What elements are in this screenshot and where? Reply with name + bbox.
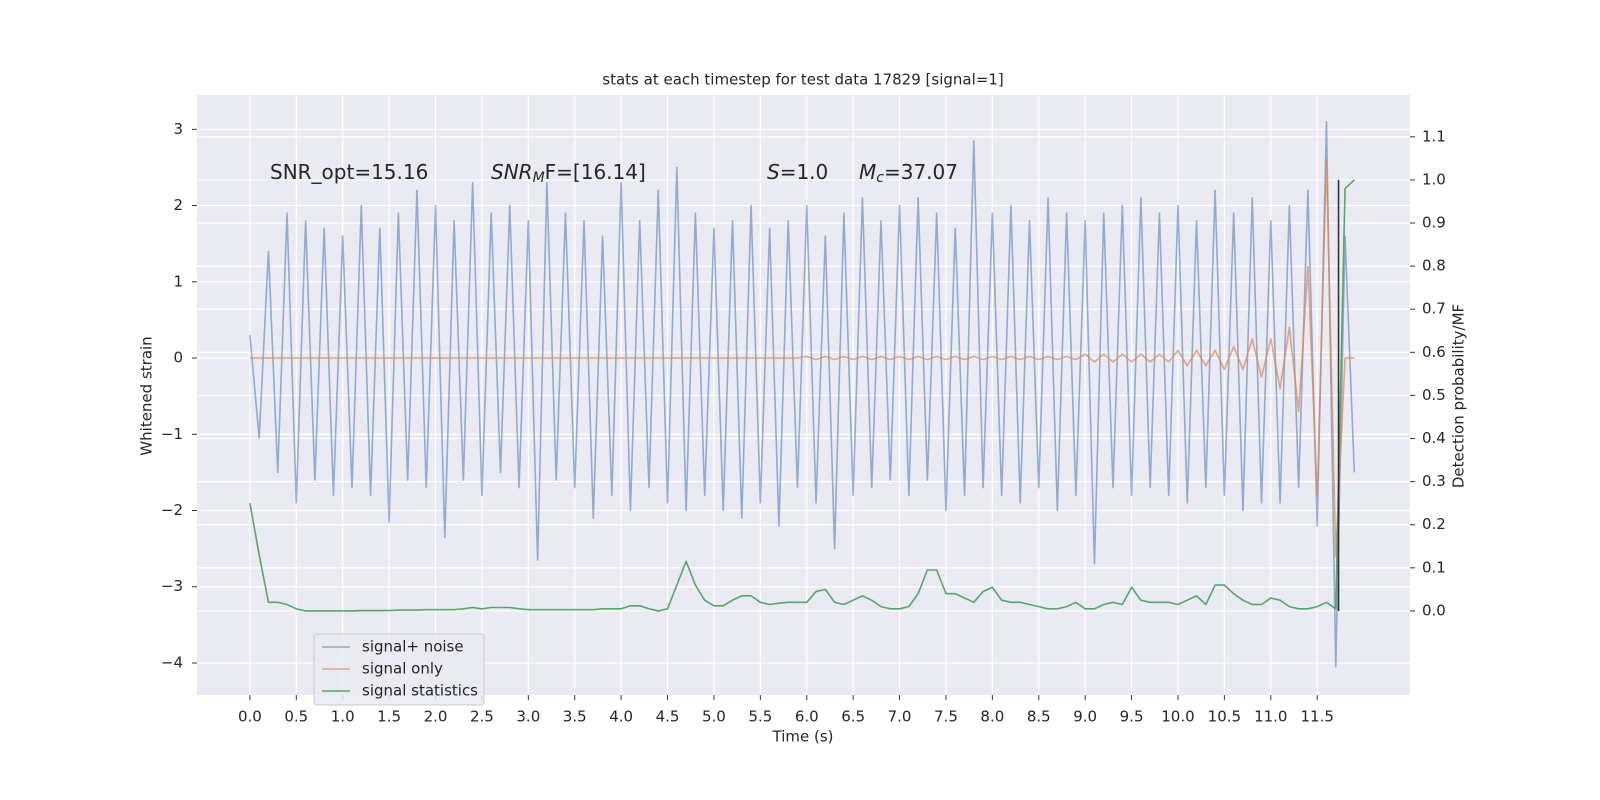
y-tick-label: 2	[173, 196, 183, 214]
annotation: SNRMF=[16.14]	[491, 160, 646, 187]
annotation-part: SNR_opt=15.16	[270, 160, 428, 184]
x-tick-label: 10.0	[1161, 708, 1194, 726]
annotation-part: M	[533, 170, 545, 186]
annotation-part: c	[876, 170, 884, 186]
legend-label: signal statistics	[362, 682, 478, 700]
series-line	[249, 159, 1355, 558]
y2-tick-label: 0.1	[1422, 558, 1446, 576]
x-tick-label: 5.5	[748, 708, 772, 726]
annotation-part: F=[16.14]	[545, 160, 646, 184]
y2-tick-label: 0.7	[1422, 300, 1446, 318]
annotation: SNR_opt=15.16	[270, 160, 428, 184]
x-tick-label: 7.5	[934, 708, 958, 726]
x-tick-label: 10.5	[1208, 708, 1241, 726]
legend-label: signal only	[362, 660, 443, 678]
x-axis-label: Time (s)	[772, 728, 834, 746]
y2-tick-label: 1.1	[1422, 127, 1446, 145]
series-line	[249, 120, 1356, 668]
y2-tick-label: 0.3	[1422, 472, 1446, 490]
x-tick-label: 3.5	[563, 708, 587, 726]
y-tick-label: −4	[161, 653, 183, 671]
y-tick-label: 3	[173, 120, 183, 138]
y-tick-label: −1	[161, 425, 183, 443]
y2-tick-label: 0.6	[1422, 343, 1446, 361]
x-tick-label: 1.0	[331, 708, 355, 726]
x-tick-label: 9.0	[1073, 708, 1097, 726]
legend-label: signal+ noise	[362, 638, 464, 656]
legend-box	[313, 633, 485, 706]
annotation-part: =37.07	[884, 160, 958, 184]
y2-tick-label: 0.2	[1422, 515, 1446, 533]
y-axis-label: Whitened strain	[138, 336, 156, 455]
chart-title: stats at each timestep for test data 178…	[602, 71, 1003, 89]
x-tick-label: 5.0	[702, 708, 726, 726]
y2-tick-label: 0.5	[1422, 386, 1446, 404]
y-tick-label: 0	[173, 349, 183, 367]
x-tick-label: 1.5	[377, 708, 401, 726]
series-line	[249, 179, 1355, 612]
y2-tick-label: 1.0	[1422, 170, 1446, 188]
x-tick-label: 8.5	[1027, 708, 1051, 726]
annotation: S=1.0	[767, 160, 828, 184]
y-tick-label: 1	[173, 272, 183, 290]
x-tick-label: 6.5	[841, 708, 865, 726]
annotation-part: =1.0	[780, 160, 829, 184]
x-tick-label: 11.5	[1300, 708, 1333, 726]
annotation-part: SNR	[491, 160, 533, 184]
y2-tick-label: 0.8	[1422, 257, 1446, 275]
y2-tick-label: 0.4	[1422, 429, 1446, 447]
x-tick-label: 4.0	[609, 708, 633, 726]
x-tick-label: 2.5	[470, 708, 494, 726]
x-tick-label: 8.0	[980, 708, 1004, 726]
y2-tick-label: 0.0	[1422, 601, 1446, 619]
y2-axis-label: Detection probability/MF	[1450, 304, 1468, 488]
x-tick-label: 9.5	[1120, 708, 1144, 726]
x-tick-label: 11.0	[1254, 708, 1287, 726]
y2-tick-label: 0.9	[1422, 214, 1446, 232]
x-tick-label: 7.0	[888, 708, 912, 726]
x-tick-label: 2.0	[424, 708, 448, 726]
x-tick-label: 6.0	[795, 708, 819, 726]
annotation-part: M	[859, 160, 876, 184]
x-tick-label: 0.5	[284, 708, 308, 726]
x-tick-label: 4.5	[656, 708, 680, 726]
legend: signal+ noise signal only signal statistic…	[313, 633, 485, 706]
annotation-part: S	[767, 160, 780, 184]
y-tick-label: −2	[161, 501, 183, 519]
x-tick-label: 0.0	[238, 708, 262, 726]
y-tick-label: −3	[161, 577, 183, 595]
x-tick-label: 3.0	[516, 708, 540, 726]
annotation: Mc=37.07	[859, 160, 958, 187]
